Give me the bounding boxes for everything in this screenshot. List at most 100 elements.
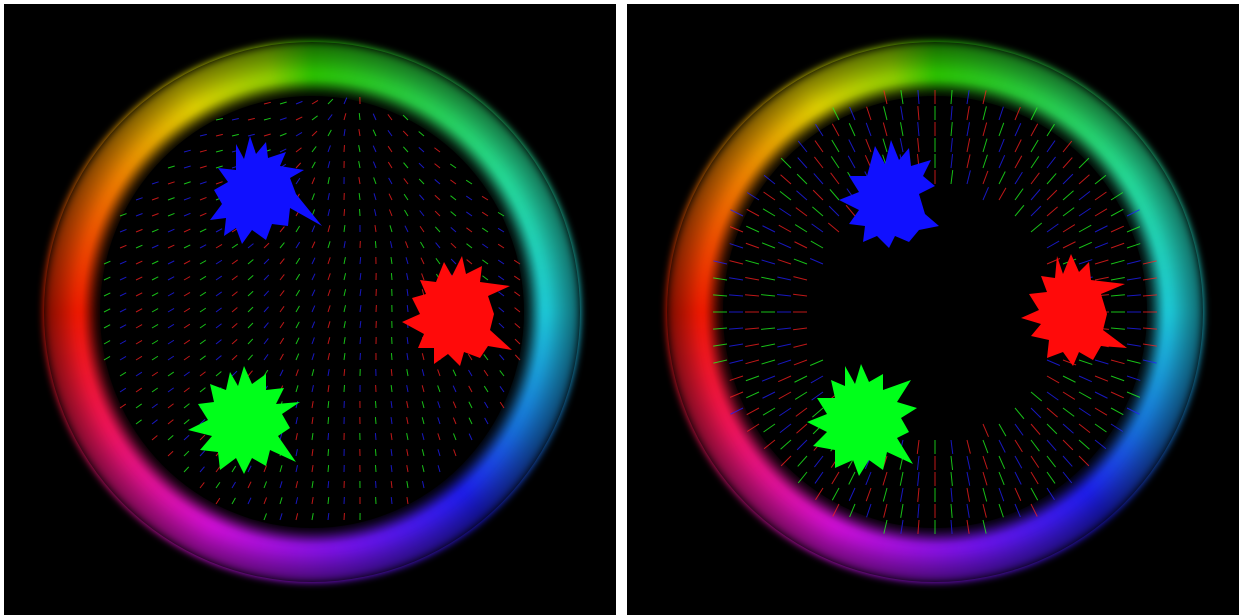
field-arrow xyxy=(327,193,330,201)
field-arrow xyxy=(483,354,489,361)
field-arrow xyxy=(183,450,190,457)
field-arrow xyxy=(119,228,127,233)
field-arrow xyxy=(900,90,904,105)
field-arrow xyxy=(1030,123,1039,137)
field-arrow xyxy=(1126,226,1141,233)
field-arrow xyxy=(809,359,824,366)
field-arrow xyxy=(793,293,808,297)
field-arrow xyxy=(418,131,425,137)
field-arrow xyxy=(199,371,206,377)
field-arrow xyxy=(1046,455,1056,468)
field-arrow xyxy=(402,114,409,121)
field-arrow xyxy=(183,466,190,473)
field-arrow xyxy=(279,497,283,505)
field-arrow xyxy=(745,343,760,347)
field-arrow xyxy=(917,519,920,534)
field-arrow xyxy=(372,145,377,153)
field-arrow xyxy=(167,387,174,393)
field-arrow xyxy=(215,497,221,505)
field-arrow xyxy=(982,122,988,137)
field-arrow xyxy=(1078,224,1092,233)
field-arrow xyxy=(327,305,331,313)
field-arrow xyxy=(812,206,824,217)
field-arrow xyxy=(794,375,808,383)
field-arrow xyxy=(466,227,473,233)
field-arrow xyxy=(998,187,1007,201)
field-arrow xyxy=(151,213,159,217)
field-arrow xyxy=(916,439,920,454)
field-arrow xyxy=(1110,208,1124,217)
field-arrow xyxy=(437,449,441,457)
field-arrow xyxy=(449,163,457,169)
field-arrow xyxy=(453,449,457,457)
field-arrow xyxy=(263,133,271,137)
field-arrow xyxy=(729,226,744,233)
field-arrow xyxy=(778,375,792,383)
field-arrow xyxy=(103,260,111,265)
field-arrow xyxy=(167,165,175,169)
field-arrow xyxy=(1126,391,1141,398)
field-arrow xyxy=(950,138,953,153)
field-arrow xyxy=(917,503,920,518)
field-arrow xyxy=(311,193,315,201)
field-arrow xyxy=(982,138,988,153)
field-arrow xyxy=(119,292,127,297)
field-arrow xyxy=(450,195,457,201)
field-arrow xyxy=(514,307,521,313)
field-arrow xyxy=(1078,375,1092,383)
field-arrow xyxy=(358,113,361,121)
field-arrow xyxy=(793,327,808,331)
field-arrow xyxy=(1126,375,1141,381)
field-arrow xyxy=(713,327,728,330)
field-arrow xyxy=(794,391,808,400)
field-arrow xyxy=(404,241,409,249)
field-arrow xyxy=(882,122,888,137)
field-arrow xyxy=(151,371,159,377)
field-arrow xyxy=(812,407,824,418)
field-arrow xyxy=(1110,327,1125,330)
field-arrow xyxy=(215,275,223,281)
field-arrow xyxy=(452,385,457,393)
field-arrow xyxy=(343,113,347,121)
field-arrow xyxy=(793,343,808,348)
field-arrow xyxy=(311,115,318,121)
field-arrow xyxy=(497,227,505,233)
field-arrow xyxy=(295,513,299,521)
field-arrow xyxy=(373,209,377,217)
field-arrow xyxy=(295,353,300,361)
field-arrow xyxy=(998,138,1005,153)
field-arrow xyxy=(450,258,457,265)
field-arrow xyxy=(849,106,856,121)
field-arrow xyxy=(358,161,361,169)
field-arrow xyxy=(982,455,988,470)
field-arrow xyxy=(247,117,255,121)
field-arrow xyxy=(373,193,377,201)
field-arrow xyxy=(402,130,409,137)
field-arrow xyxy=(452,417,457,425)
field-arrow xyxy=(779,407,792,417)
field-arrow xyxy=(829,189,840,201)
field-arrow xyxy=(402,146,409,153)
field-arrow xyxy=(514,322,521,329)
field-arrow xyxy=(900,122,904,137)
field-arrow xyxy=(327,114,333,121)
field-arrow xyxy=(199,244,207,249)
field-arrow xyxy=(103,276,111,281)
field-arrow xyxy=(828,205,840,217)
field-arrow xyxy=(167,276,175,281)
field-arrow xyxy=(311,465,314,473)
green-blob xyxy=(807,364,917,476)
field-arrow xyxy=(231,323,238,329)
field-arrow xyxy=(729,277,744,281)
field-arrow xyxy=(797,455,808,467)
field-arrow xyxy=(468,401,473,409)
field-arrow xyxy=(763,174,776,185)
field-arrow xyxy=(810,240,824,249)
field-arrow xyxy=(231,370,238,377)
field-arrow xyxy=(199,165,207,169)
field-arrow xyxy=(311,161,316,169)
field-arrow xyxy=(514,291,521,297)
field-arrow xyxy=(358,145,361,153)
field-arrow xyxy=(832,107,840,121)
field-arrow xyxy=(231,291,238,297)
